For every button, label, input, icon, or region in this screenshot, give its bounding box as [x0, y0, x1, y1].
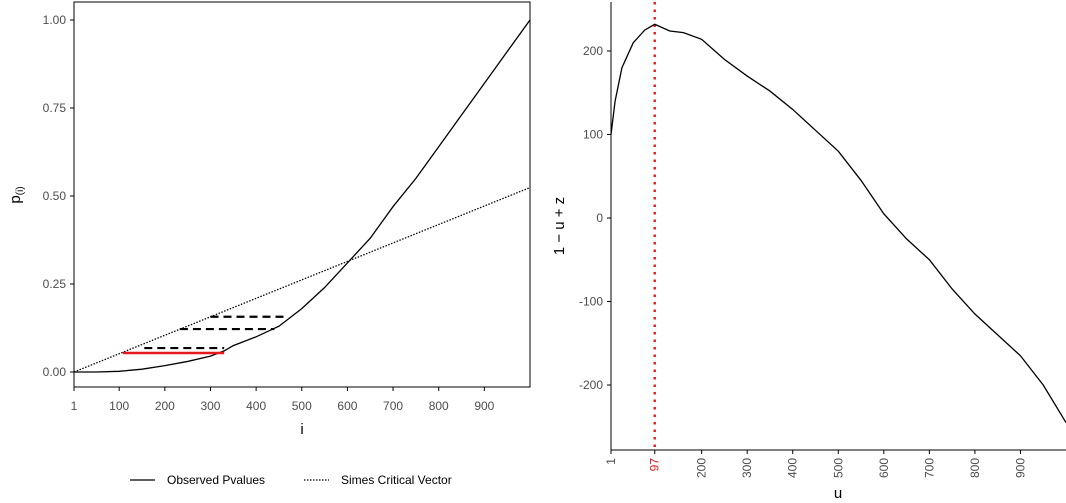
legend: Observed Pvalues Simes Critical Vector [130, 473, 452, 487]
left-y-axis-title-main: p [7, 195, 24, 203]
left-x-tick-label: 400 [246, 399, 266, 413]
right-y-ticks: -200 -100 0 100 200 [579, 44, 611, 392]
right-y-axis-title: 1 − u + z [551, 197, 568, 255]
left-y-tick-label: 0.25 [43, 277, 67, 291]
legend-label-simes: Simes Critical Vector [341, 473, 452, 487]
right-x-tick-label: 97 [648, 458, 662, 472]
left-x-tick-label: 100 [109, 399, 129, 413]
right-x-tick-label: 400 [786, 458, 800, 478]
left-y-tick-label: 0.50 [43, 189, 67, 203]
left-x-ticks: 1 100 200 300 400 500 600 700 800 900 [71, 387, 495, 413]
right-y-tick-label: 100 [583, 128, 603, 142]
right-y-tick-label: 0 [596, 211, 603, 225]
right-x-tick-label: 900 [1013, 458, 1027, 478]
right-y-tick-label: -100 [579, 295, 603, 309]
left-x-axis-title: i [300, 421, 303, 438]
left-y-tick-label: 0.00 [43, 365, 67, 379]
right-x-tick-label: 700 [922, 458, 936, 478]
right-x-tick-label: 200 [695, 458, 709, 478]
right-x-axis-title: u [834, 485, 842, 502]
left-x-tick-label: 600 [337, 399, 357, 413]
left-x-tick-label: 300 [200, 399, 220, 413]
one-minus-u-plus-z-line [610, 23, 1066, 423]
left-y-axis-title: p(i) [7, 186, 26, 203]
right-x-tick-label: 600 [877, 458, 891, 478]
left-x-tick-label: 500 [292, 399, 312, 413]
left-panel: 0.00 0.25 0.50 0.75 1.00 1 100 200 300 400 500 600… [7, 1, 531, 487]
left-plot-frame [73, 1, 531, 388]
right-y-tick-label: 200 [583, 44, 603, 58]
left-x-tick-label: 900 [474, 399, 494, 413]
right-x-tick-label: 1 [604, 458, 618, 465]
left-x-tick-label: 200 [155, 399, 175, 413]
left-x-tick-label: 700 [383, 399, 403, 413]
right-y-tick-label: -200 [579, 378, 603, 392]
simes-critical-line [73, 186, 531, 373]
right-x-tick-label: 300 [740, 458, 754, 478]
left-x-tick-label: 1 [71, 399, 78, 413]
right-x-tick-label: 800 [968, 458, 982, 478]
observed-pvalues-line [74, 19, 531, 373]
left-y-axis-title-sub: (i) [15, 186, 26, 195]
left-lines [73, 19, 531, 373]
svg-text:p(i): p(i) [7, 186, 26, 203]
left-x-tick-label: 800 [429, 399, 449, 413]
left-y-ticks: 0.00 0.25 0.50 0.75 1.00 [43, 13, 74, 379]
left-y-tick-label: 1.00 [43, 13, 67, 27]
right-x-tick-label: 500 [831, 458, 845, 478]
right-x-ticks: 1 97 200 300 400 500 600 700 800 900 [604, 450, 1027, 478]
right-panel: -200 -100 0 100 200 1 97 200 300 400 500 600 700 800… [551, 2, 1066, 502]
legend-label-observed: Observed Pvalues [167, 473, 265, 487]
left-y-tick-label: 0.75 [43, 101, 67, 115]
right-lines [610, 2, 1066, 450]
